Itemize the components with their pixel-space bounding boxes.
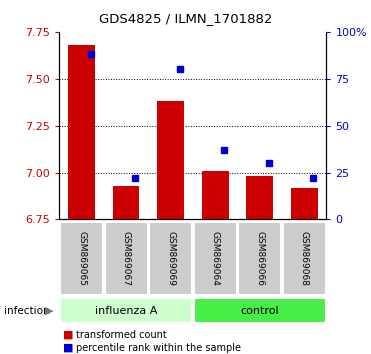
Text: GDS4825 / ILMN_1701882: GDS4825 / ILMN_1701882 [99,12,272,25]
Text: GSM869069: GSM869069 [166,231,175,286]
Bar [238,222,281,295]
Bar [157,101,184,219]
Text: ▶: ▶ [45,306,54,316]
Text: infection: infection [4,306,49,316]
Bar [291,188,318,219]
Bar [60,222,103,295]
Text: ■: ■ [63,343,73,353]
Bar [202,171,229,219]
Text: GSM869067: GSM869067 [122,231,131,286]
Bar [194,222,237,295]
Text: GSM869064: GSM869064 [211,231,220,286]
Bar [194,298,326,324]
Text: ■: ■ [63,330,73,339]
Text: GSM869066: GSM869066 [255,231,264,286]
Text: percentile rank within the sample: percentile rank within the sample [76,343,241,353]
Bar [60,298,192,324]
Text: GSM869068: GSM869068 [300,231,309,286]
Bar [113,186,139,219]
Bar [68,45,95,219]
Bar [105,222,148,295]
Text: transformed count: transformed count [76,330,167,339]
Text: influenza A: influenza A [95,306,157,316]
Bar [283,222,326,295]
Bar [246,176,273,219]
Bar [149,222,192,295]
Text: control: control [240,306,279,316]
Text: GSM869065: GSM869065 [77,231,86,286]
